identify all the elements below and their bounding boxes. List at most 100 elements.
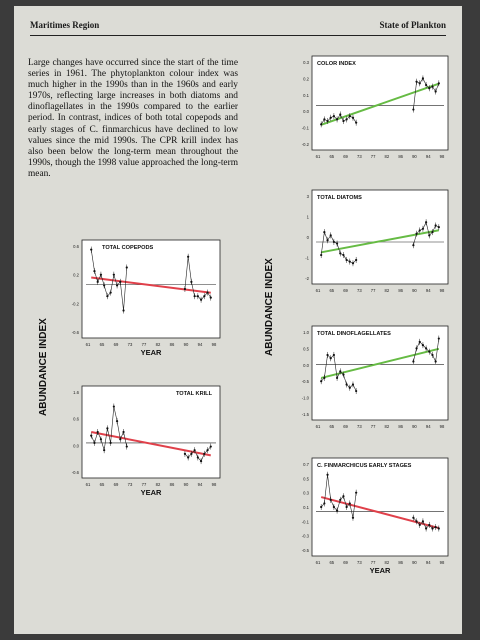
- x-axis-title: YEAR: [141, 488, 162, 497]
- series-line: [320, 474, 357, 518]
- header-region: Maritimes Region: [30, 20, 100, 30]
- data-point: [109, 441, 112, 445]
- x-tick-label: 73: [128, 342, 133, 347]
- data-point: [190, 280, 193, 283]
- y-tick-label: -1.5: [302, 412, 310, 417]
- data-point: [103, 449, 106, 452]
- plot-frame: [81, 239, 221, 339]
- y-axis-label-right: ABUNDANCE INDEX: [264, 258, 275, 356]
- y-tick-label: 0.5: [303, 476, 309, 481]
- x-tick-label: 82: [156, 342, 161, 347]
- data-point: [339, 498, 342, 501]
- x-tick-label: 90: [412, 154, 417, 159]
- y-tick-label: 0.3: [303, 491, 309, 496]
- x-tick-label: 86: [398, 154, 403, 159]
- y-tick-label: -1.0: [302, 396, 310, 401]
- data-point: [323, 118, 326, 121]
- data-point: [351, 262, 355, 265]
- data-point: [206, 449, 209, 452]
- y-tick-label: 0.2: [303, 76, 309, 81]
- y-tick-label: 3: [307, 194, 310, 199]
- x-tick-label: 61: [316, 560, 321, 565]
- chart-title: TOTAL COPEPODS: [102, 245, 154, 251]
- data-point: [431, 230, 434, 234]
- x-tick-label: 73: [128, 482, 133, 487]
- x-tick-label: 90: [184, 482, 189, 487]
- x-tick-label: 94: [426, 560, 431, 565]
- x-tick-label: 82: [156, 482, 161, 487]
- data-point: [122, 430, 125, 434]
- data-point: [187, 456, 190, 459]
- x-tick-label: 65: [329, 424, 334, 429]
- data-point: [209, 445, 212, 448]
- data-point: [335, 376, 339, 380]
- x-tick-label: 77: [371, 560, 376, 565]
- series-line: [90, 406, 128, 451]
- chart-title: C. FINMARCHICUS EARLY STAGES: [317, 463, 412, 469]
- data-point: [329, 357, 332, 360]
- data-point: [345, 118, 348, 121]
- data-point: [428, 234, 431, 237]
- data-point: [348, 502, 351, 505]
- trend-line: [320, 229, 440, 254]
- x-tick-label: 65: [329, 560, 334, 565]
- plot-frame: [311, 55, 449, 151]
- y-tick-label: -0.1: [302, 519, 310, 524]
- x-tick-label: 69: [343, 288, 348, 293]
- x-tick-label: 94: [198, 342, 203, 347]
- x-tick-label: 82: [385, 154, 390, 159]
- chart-total-copepods: 0.6 0.2 -0.2 -0.6 61 65 69 73 77 82 86 90 94 98 YEAR TO…: [64, 238, 224, 366]
- data-point: [351, 383, 355, 386]
- data-point: [323, 502, 326, 505]
- chart-title: TOTAL DINOFLAGELLATES: [317, 331, 391, 337]
- y-tick-label: -0.1: [302, 126, 310, 131]
- data-point: [90, 434, 93, 437]
- x-tick-label: 69: [343, 424, 348, 429]
- data-point: [96, 430, 99, 434]
- data-point: [99, 273, 103, 276]
- data-point: [119, 280, 122, 283]
- data-point: [93, 441, 96, 445]
- header-title: State of Plankton: [379, 20, 446, 30]
- data-point: [434, 90, 437, 93]
- data-point: [425, 221, 428, 224]
- data-point: [320, 380, 323, 383]
- plot-frame: [81, 385, 221, 479]
- data-point: [421, 227, 425, 230]
- x-tick-label: 94: [198, 482, 203, 487]
- data-point: [345, 258, 348, 262]
- x-tick-label: 65: [329, 288, 334, 293]
- data-point: [115, 419, 119, 423]
- y-tick-label: 1.6: [73, 390, 79, 395]
- data-point: [421, 344, 425, 347]
- header-rule: [30, 35, 446, 36]
- data-point: [183, 452, 187, 455]
- data-point: [119, 438, 122, 441]
- data-point: [196, 456, 199, 459]
- chart-title: TOTAL DIATOMS: [317, 195, 362, 201]
- data-point: [112, 405, 115, 408]
- data-point: [421, 520, 425, 523]
- x-tick-label: 98: [440, 560, 445, 565]
- data-point: [335, 242, 339, 245]
- y-tick-label: 0.6: [73, 417, 79, 422]
- y-tick-label: -0.2: [302, 142, 310, 147]
- data-point: [332, 505, 335, 509]
- data-point: [345, 383, 348, 386]
- x-tick-label: 94: [426, 288, 431, 293]
- x-tick-label: 61: [316, 288, 321, 293]
- x-tick-label: 69: [114, 482, 119, 487]
- data-point: [425, 527, 428, 530]
- x-tick-label: 73: [357, 424, 362, 429]
- data-point: [345, 505, 348, 509]
- data-point: [342, 253, 345, 257]
- x-tick-label: 61: [86, 482, 91, 487]
- data-point: [418, 229, 421, 232]
- x-tick-label: 65: [329, 154, 334, 159]
- data-point: [428, 523, 431, 527]
- data-point: [428, 87, 431, 90]
- trend-line: [320, 347, 440, 379]
- data-point: [412, 360, 415, 363]
- x-tick-label: 90: [412, 424, 417, 429]
- data-point: [348, 115, 351, 118]
